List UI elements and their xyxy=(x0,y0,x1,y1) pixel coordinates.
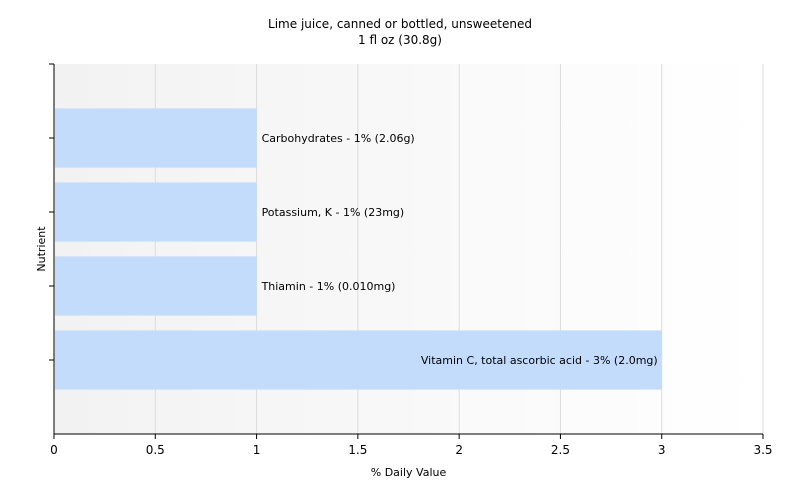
axes: 0 0.5 1 1.5 2 2.5 3 3.5 xyxy=(49,63,773,457)
bar xyxy=(55,182,257,242)
y-axis-label: Nutrient xyxy=(35,226,48,272)
chart-title: Lime juice, canned or bottled, unsweeten… xyxy=(0,16,800,48)
chart-subtitle-text: 1 fl oz (30.8g) xyxy=(358,33,442,47)
x-tick-label: 3.5 xyxy=(753,443,772,457)
bar xyxy=(55,108,257,168)
x-tick-label: 2 xyxy=(455,443,463,457)
chart-title-text: Lime juice, canned or bottled, unsweeten… xyxy=(268,17,532,31)
bars: Carbohydrates - 1% (2.06g) Potassium, K -… xyxy=(55,108,662,390)
bar-data-label: Vitamin C, total ascorbic acid - 3% (2.0… xyxy=(421,354,658,367)
x-tick-label: 0 xyxy=(50,443,58,457)
bar xyxy=(55,330,662,390)
x-tick-label: 1 xyxy=(253,443,261,457)
bar-data-label: Carbohydrates - 1% (2.06g) xyxy=(262,132,415,145)
bar-data-label: Potassium, K - 1% (23mg) xyxy=(262,206,405,219)
bar-data-label: Thiamin - 1% (0.010mg) xyxy=(261,280,396,293)
x-axis-label: % Daily Value xyxy=(371,466,447,479)
x-tick-label: 0.5 xyxy=(146,443,165,457)
x-tick-label: 2.5 xyxy=(551,443,570,457)
bar xyxy=(55,256,257,316)
x-tick-label: 1.5 xyxy=(348,443,367,457)
x-tick-label: 3 xyxy=(658,443,666,457)
